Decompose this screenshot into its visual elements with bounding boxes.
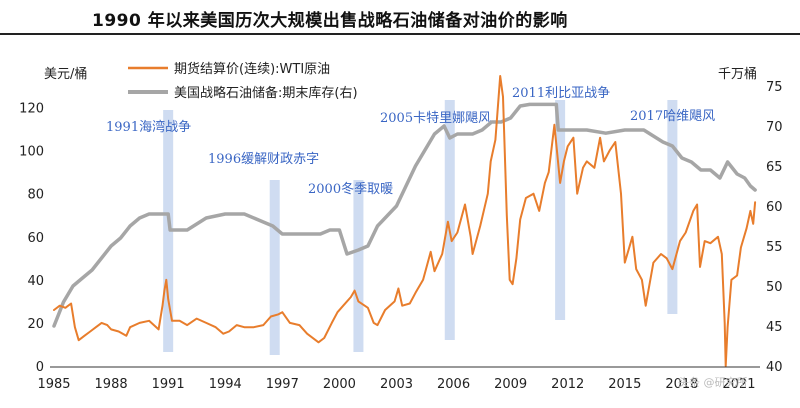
y-tick-label-left: 100 [19,145,44,160]
y-tick-label-left: 0 [36,360,44,375]
event-label: 2011利比亚战争 [512,86,610,101]
event-label: 1996缓解财政赤字 [208,152,319,167]
event-label: 2017哈维飓风 [630,109,715,124]
axes: 1985 1988 1991 1994 1997 2000 2003 2006 2009 2012… [19,80,782,392]
series-lines [52,75,757,367]
y-tick-label-right: 40 [766,360,783,375]
event-label: 1991海湾战争 [106,119,191,135]
event-label: 2005卡特里娜飓风 [380,111,491,126]
event-labels: 1991海湾战争 1996缓解财政赤字 2000冬季取暖 2005卡特里娜飓风 2011… [106,86,715,197]
wti-price-line [53,75,757,367]
event-band [667,100,678,314]
x-tick-label: 2018 [665,377,698,392]
watermark: 头条 @研究所 [678,375,748,389]
x-tick-label: 1994 [209,377,242,392]
title-divider [0,33,800,35]
x-tick-label: 2000 [323,377,356,392]
y-axis-right-label: 千万桶 [718,67,757,82]
legend-label: 美国战略石油储备:期末库存(右) [174,85,358,101]
x-tick-label: 1991 [152,377,185,392]
y-tick-label-left: 80 [27,188,44,203]
y-tick-label-right: 55 [766,240,783,255]
y-axis-left-label: 美元/桶 [44,67,87,82]
x-tick-label: 1985 [37,377,70,392]
legend-label: 期货结算价(连续):WTI原油 [174,61,330,77]
x-tick-label: 2006 [437,377,470,392]
event-bands [163,100,678,355]
y-tick-label-right: 75 [766,80,783,95]
x-tick-label: 1997 [266,377,299,392]
chart-title: 1990 年以来美国历次大规模出售战略石油储备对油价的影响 [92,11,568,31]
y-tick-label-right: 60 [766,200,783,215]
x-tick-label: 2015 [608,377,641,392]
event-band [444,100,455,340]
x-tick-label: 2009 [494,377,527,392]
y-tick-label-left: 60 [27,231,44,246]
x-tick-label: 1988 [95,377,128,392]
y-tick-label-right: 50 [766,280,783,295]
x-tick-label: 2012 [551,377,584,392]
y-tick-label-right: 65 [766,160,783,175]
event-band [163,110,174,352]
y-tick-label-right: 45 [766,320,783,335]
y-tick-label-left: 120 [19,102,44,117]
x-tick-label: 2021 [722,377,755,392]
spr-inventory-line [52,102,757,328]
y-tick-label-left: 40 [27,274,44,289]
event-label: 2000冬季取暖 [308,181,393,197]
event-band [555,100,566,320]
y-tick-label-right: 70 [766,120,783,135]
event-band [353,180,364,352]
y-tick-label-left: 20 [27,317,44,332]
x-tick-label: 2003 [380,377,413,392]
event-band [269,180,280,355]
